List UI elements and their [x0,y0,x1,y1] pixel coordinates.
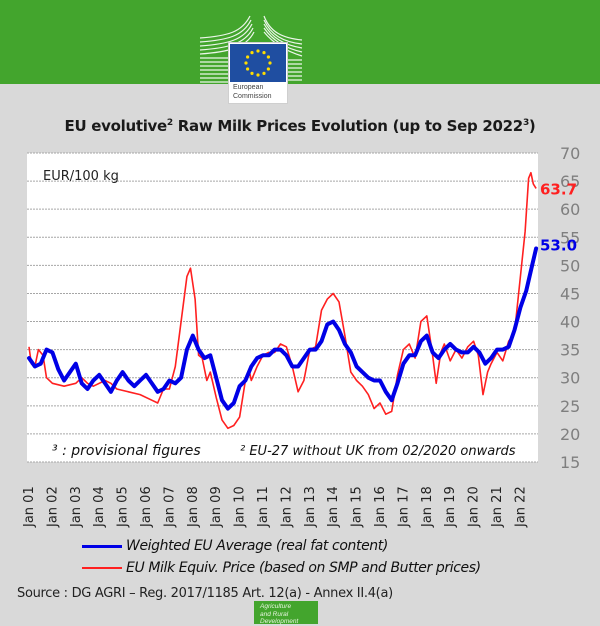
logo-text: European Commission [233,83,272,101]
legend-label-red: EU Milk Equiv. Price (based on SMP and B… [126,560,481,576]
plot-area [27,153,538,462]
x-tick-label: Jan 12 [279,486,294,528]
y-tick-label: 25 [560,397,580,416]
eu-star-icon [268,61,272,65]
series-line-milk-equiv-price [28,171,537,430]
y-axis-ticks: 70 65 60 55 50 45 40 35 30 25 20 15 [560,144,580,472]
eu-star-icon [262,71,266,75]
y-tick-label: 30 [560,369,580,388]
y-tick-label: 70 [560,144,580,163]
x-tick-label: Jan 07 [162,486,177,528]
x-tick-label: Jan 11 [256,486,271,528]
badge-line2: and Rural [260,610,289,618]
legend-item-red: EU Milk Equiv. Price (based on SMP and B… [82,557,481,579]
y-tick-label: 15 [560,453,580,472]
y-tick-label: 20 [560,425,580,444]
x-tick-label: Jan 16 [373,486,388,528]
eu-flag-icon [230,44,286,82]
source-note: Source : DG AGRI – Reg. 2017/1185 Art. 1… [17,586,393,601]
european-commission-logo: European Commission [228,42,288,104]
y-tick-label: 65 [560,172,580,191]
legend-swatch-blue [82,544,122,548]
y-tick-label: 50 [560,256,580,275]
title-part: EU evolutive [64,117,168,135]
title-part: ) [528,117,536,135]
legend-swatch-red [82,567,122,569]
eu-stars-icon [244,49,272,77]
eu-star-icon [266,55,270,59]
x-tick-label: Jan 10 [233,486,248,528]
x-tick-label: Jan 13 [303,486,318,528]
x-tick-label: Jan 18 [420,486,435,528]
x-tick-label: Jan 01 [22,486,37,528]
title-part: Raw Milk Prices Evolution (up to Sep 202… [172,117,523,135]
eu-star-icon [266,67,270,71]
series-line-weighted-eu-average [27,246,539,411]
logo-text-line1: European [233,84,264,91]
x-tick-label: Jan 03 [69,486,84,528]
x-axis-ticks: Jan 01 Jan 02 Jan 03 Jan 04 Jan 05 Jan 06 Jan … [22,486,528,528]
badge-line1: Agriculture [260,603,292,610]
x-tick-label: Jan 09 [209,486,224,528]
logo-text-line2: Commission [233,93,272,100]
eu-star-icon [250,71,254,75]
x-tick-label: Jan 08 [186,486,201,528]
y-tick-label: 35 [560,341,580,360]
title-superscript: 2 [166,118,173,128]
y-tick-label: 40 [560,313,580,332]
x-tick-label: Jan 17 [396,486,411,528]
eu-star-icon [246,67,250,71]
eu-star-icon [244,61,248,65]
chart-title: EU evolutive2 Raw Milk Prices Evolution … [0,117,600,135]
agri-badge: Agriculture and Rural Development [254,601,318,625]
x-tick-label: Jan 02 [45,486,60,528]
data-label-last-red: 63.7 [540,180,577,198]
eu-star-icon [246,55,250,59]
y-tick-label: 60 [560,200,580,219]
note-provisional: ³ : provisional figures [52,443,201,459]
chart-legend: Weighted EU Average (real fat content) E… [82,535,481,579]
y-tick-label: 45 [560,284,580,303]
title-superscript: 3 [522,118,529,128]
x-tick-label: Jan 20 [467,486,482,528]
note-eu27: ² EU-27 without UK from 02/2020 onwards [240,444,516,459]
header-banner [0,0,600,84]
badge-line3: Development [260,618,299,625]
x-tick-label: Jan 06 [139,486,154,528]
gridlines [27,152,538,463]
legend-label-blue: Weighted EU Average (real fat content) [126,538,388,554]
eu-star-icon [250,51,254,55]
data-label-last-blue: 53.0 [540,237,577,255]
legend-item-blue: Weighted EU Average (real fat content) [82,535,481,557]
x-tick-label: Jan 14 [326,486,341,528]
x-tick-label: Jan 19 [443,486,458,528]
eu-star-icon [262,51,266,55]
unit-label: EUR/100 kg [43,169,119,184]
y-tick-label: 55 [560,228,580,247]
x-tick-label: Jan 05 [116,486,131,528]
eu-star-icon [256,49,260,53]
x-tick-label: Jan 21 [490,486,505,528]
x-tick-label: Jan 04 [92,486,107,528]
eu-star-icon [256,73,260,77]
x-tick-label: Jan 15 [350,486,365,528]
x-tick-label: Jan 22 [513,486,528,528]
